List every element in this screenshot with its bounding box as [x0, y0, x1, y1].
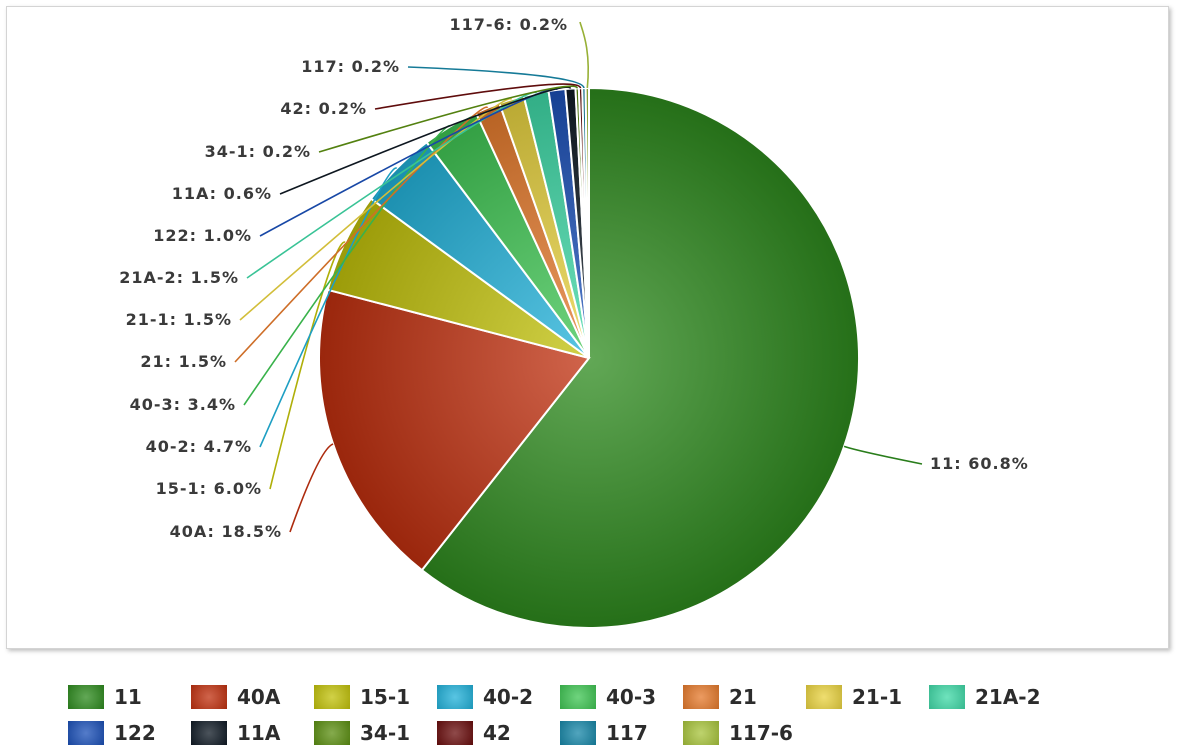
legend-label: 21-1: [852, 685, 903, 709]
legend-swatch: [560, 685, 596, 709]
leader-line-11: [843, 445, 923, 465]
legend-swatch: [437, 721, 473, 745]
legend-label: 42: [483, 721, 511, 745]
legend-swatch: [191, 685, 227, 709]
legend-item-40-3: 40-3: [560, 684, 683, 710]
legend-swatch: [560, 721, 596, 745]
leader-line-40A: [289, 443, 334, 533]
legend-swatch: [437, 685, 473, 709]
data-label-40A: 40A: 18.5%: [170, 522, 282, 541]
leader-line-21-1: [239, 97, 513, 321]
data-label-122: 122: 1.0%: [153, 226, 252, 245]
legend-label: 34-1: [360, 721, 411, 745]
legend-swatch: [314, 721, 350, 745]
leader-line-40-2: [259, 167, 398, 448]
data-label-11: 11: 60.8%: [930, 454, 1029, 473]
data-label-117: 117: 0.2%: [301, 57, 400, 76]
legend-item-21-1: 21-1: [806, 684, 929, 710]
legend-swatch: [68, 685, 104, 709]
pie-chart: 11: 60.8% 40A: 18.5% 15-1: 6.0% 40-2: 4.7% 4…: [119, 15, 1029, 629]
legend-item-34-1: 34-1: [314, 720, 437, 746]
data-label-15-1: 15-1: 6.0%: [156, 479, 262, 498]
legend-item-11A: 11A: [191, 720, 314, 746]
legend-swatch: [683, 685, 719, 709]
pie-slice-40A: [318, 288, 591, 572]
legend-label: 11A: [237, 721, 281, 745]
legend-label: 21: [729, 685, 757, 709]
data-label-21-1: 21-1: 1.5%: [126, 310, 232, 329]
legend-swatch: [191, 721, 227, 745]
data-label-11A: 11A: 0.6%: [172, 184, 272, 203]
leader-line-117: [407, 66, 585, 89]
legend-swatch: [929, 685, 965, 709]
legend-label: 40-2: [483, 685, 534, 709]
data-label-42: 42: 0.2%: [280, 99, 367, 118]
data-label-117-6: 117-6: 0.2%: [449, 15, 568, 34]
legend-label: 15-1: [360, 685, 411, 709]
legend-item-21: 21: [683, 684, 806, 710]
legend-item-40-2: 40-2: [437, 684, 560, 710]
legend-label: 11: [114, 685, 142, 709]
legend-item-117: 117: [560, 720, 683, 746]
legend-label: 117: [606, 721, 648, 745]
legend-swatch: [68, 721, 104, 745]
leader-line-34-1: [318, 85, 578, 153]
legend-item-15-1: 15-1: [314, 684, 437, 710]
legend-label: 21A-2: [975, 685, 1041, 709]
data-label-34-1: 34-1: 0.2%: [205, 142, 311, 161]
data-label-21: 21: 1.5%: [140, 352, 227, 371]
legend-item-40A: 40A: [191, 684, 314, 710]
legend-item-11: 11: [68, 684, 191, 710]
legend-item-117-6: 117-6: [683, 720, 806, 746]
legend-swatch: [683, 721, 719, 745]
leader-line-117-6: [579, 21, 589, 89]
legend-item-42: 42: [437, 720, 560, 746]
leader-line-15-1: [269, 241, 346, 490]
legend-label: 122: [114, 721, 156, 745]
data-label-21A-2: 21A-2: 1.5%: [119, 268, 239, 287]
leader-line-42: [374, 83, 582, 110]
data-label-40-2: 40-2: 4.7%: [146, 437, 252, 456]
legend-label: 117-6: [729, 721, 793, 745]
leader-line-40-3: [243, 124, 452, 406]
legend-item-21A-2: 21A-2: [929, 684, 1052, 710]
legend-label: 40A: [237, 685, 281, 709]
chart-frame: 11: 60.8% 40A: 18.5% 15-1: 6.0% 40-2: 4.7% 4…: [6, 6, 1169, 649]
legend: 11 40A 15-1 40-2 40-3 21 21-1 21A-2 122 11A 34-1 42…: [68, 684, 1128, 746]
legend-swatch: [806, 685, 842, 709]
legend-label: 40-3: [606, 685, 657, 709]
pie-slice-117-6: [584, 86, 590, 359]
leader-line-11A: [279, 86, 572, 195]
legend-swatch: [314, 685, 350, 709]
legend-item-122: 122: [68, 720, 191, 746]
data-label-40-3: 40-3: 3.4%: [130, 395, 236, 414]
